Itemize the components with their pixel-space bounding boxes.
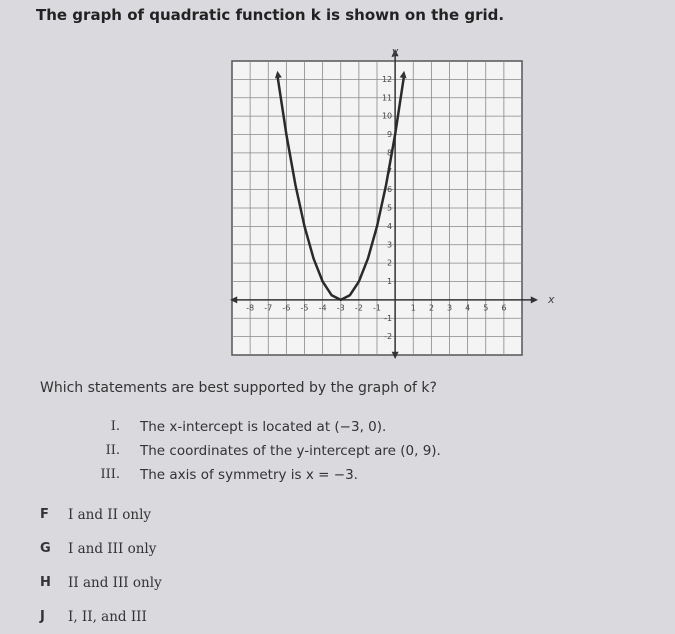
statement: The coordinates of the y-intercept are (…: [140, 443, 441, 459]
option-text[interactable]: I and III only: [68, 541, 157, 557]
curve: [276, 74, 406, 302]
option-text[interactable]: II and III only: [68, 575, 162, 591]
y-tick-label: -2: [384, 332, 392, 341]
y-tick-label: 6: [387, 185, 392, 194]
option-text[interactable]: I, II, and III: [68, 609, 147, 625]
x-tick-label: 6: [501, 303, 506, 312]
graph: -8 -7 -6 -5 -4 -3 -2 -1 1 2 3 4 5 6-2-112345678910111…: [230, 45, 555, 359]
x-tick-label: 1: [411, 303, 416, 312]
option-letter: F: [40, 507, 49, 522]
x-tick-label: 2: [429, 303, 434, 312]
x-tick-label: -6: [282, 303, 290, 312]
arrow-head: [230, 296, 238, 304]
arrow-head: [274, 70, 282, 79]
option-letter: J: [40, 609, 45, 624]
x-tick-label: -7: [264, 303, 272, 312]
y-tick-label: 2: [387, 259, 392, 268]
y-tick-label: 8: [387, 148, 392, 157]
prompt: Which statements are best supported by t…: [40, 380, 437, 396]
arrow-head: [530, 296, 538, 304]
y-tick-label: 5: [387, 204, 392, 213]
y-tick-label: 12: [382, 75, 392, 84]
y-tick-label: 1: [387, 277, 392, 286]
option-letter: H: [40, 575, 51, 590]
arrow-head: [391, 49, 399, 57]
numeral: I.: [110, 419, 120, 434]
statement: The axis of symmetry is x = −3.: [140, 467, 358, 483]
y-tick-label: 9: [387, 130, 392, 139]
statement: The x-intercept is located at (−3, 0).: [140, 419, 387, 435]
y-tick-label: 11: [382, 93, 392, 102]
y-axis-label: y: [391, 45, 399, 58]
option-text[interactable]: I and II only: [68, 507, 152, 523]
y-tick-label: -1: [384, 314, 392, 323]
x-tick-label: 3: [447, 303, 452, 312]
x-tick-label: -8: [246, 303, 254, 312]
x-tick-label: -4: [319, 303, 327, 312]
question: The graph of quadratic function k is sho…: [36, 6, 505, 24]
x-tick-label: -5: [301, 303, 309, 312]
x-tick-label: -2: [355, 303, 363, 312]
x-tick-label: 4: [465, 303, 470, 312]
y-tick-label: 3: [387, 240, 392, 249]
arrow-head: [391, 351, 399, 359]
x-tick-label: 5: [483, 303, 488, 312]
option-letter: G: [40, 541, 51, 556]
x-axis-label: x: [547, 293, 555, 306]
x-tick-label: -3: [337, 303, 345, 312]
y-tick-label: 10: [382, 112, 392, 121]
y-tick-label: 4: [387, 222, 392, 231]
arrow-head: [399, 70, 407, 79]
numeral: II.: [105, 443, 120, 458]
x-tick-label: -1: [373, 303, 381, 312]
numeral: III.: [100, 467, 120, 482]
